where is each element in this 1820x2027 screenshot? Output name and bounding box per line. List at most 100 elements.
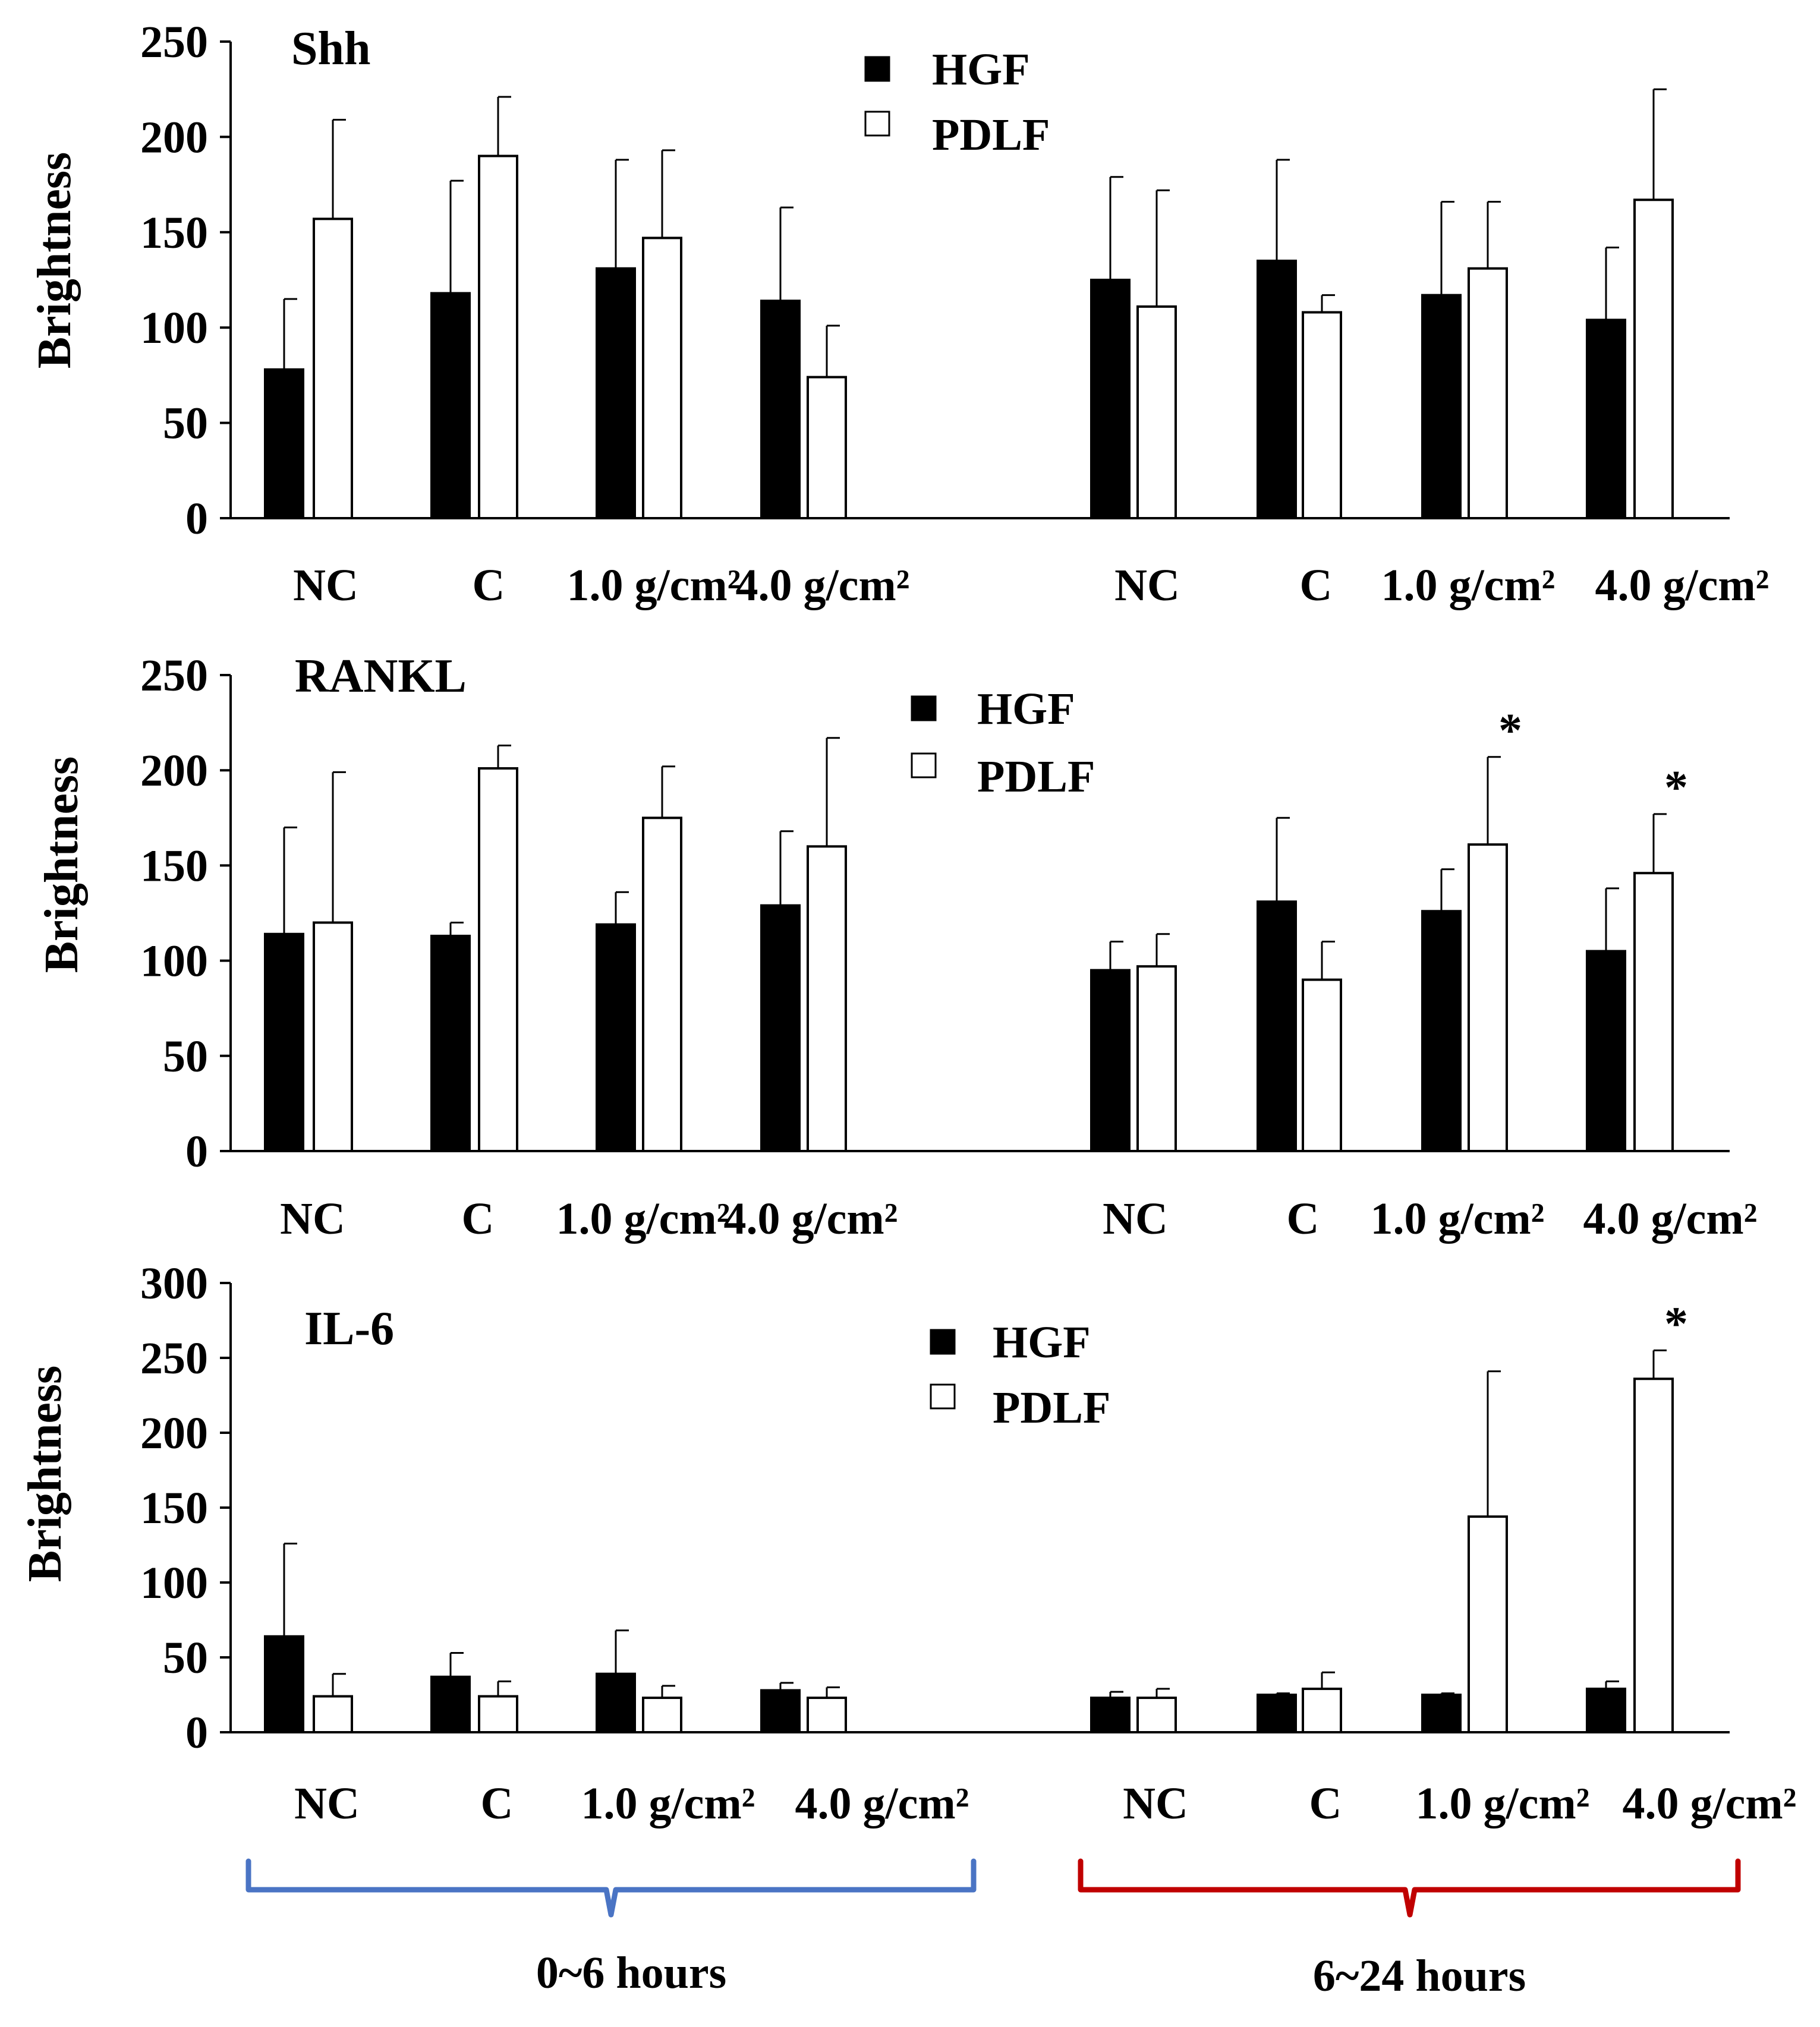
category-label: NC	[293, 560, 358, 610]
legend-label-pdlf: PDLF	[977, 752, 1095, 802]
time-group-late: 6~24 hours	[1078, 1858, 1741, 2001]
bar-pdlf	[478, 1695, 518, 1734]
category-label: 1.0 g/cm²	[1381, 560, 1555, 610]
y-tick-label: 150	[140, 208, 208, 258]
bar-hgf	[596, 923, 636, 1152]
category-label: 1.0 g/cm²	[1371, 1194, 1545, 1244]
y-tick-label: 100	[140, 937, 208, 986]
y-tick-label: 0	[185, 1708, 208, 1758]
category-label: 4.0 g/cm²	[1595, 560, 1769, 610]
y-tick-label: 200	[140, 746, 208, 796]
category-label: 4.0 g/cm²	[736, 560, 910, 610]
legend-swatch-pdlf	[864, 111, 890, 137]
y-tick-label: 250	[140, 1334, 208, 1383]
bar-hgf	[264, 932, 304, 1153]
bar-hgf	[1421, 910, 1462, 1153]
category-label: NC	[1123, 1779, 1188, 1829]
bar-hgf	[596, 267, 636, 519]
bar-hgf	[1090, 1697, 1131, 1734]
bar-hgf	[430, 1675, 471, 1734]
time-group-late-label: 6~24 hours	[1313, 1951, 1526, 2001]
category-label: 1.0 g/cm²	[556, 1194, 730, 1244]
category-label: C	[1287, 1194, 1320, 1244]
bar-hgf	[264, 1635, 304, 1733]
bracket-early	[245, 1858, 977, 1918]
legend-swatch-pdlf	[911, 752, 937, 778]
y-tick-label: 200	[140, 1408, 208, 1458]
legend-swatch-hgf	[864, 56, 890, 82]
bar-pdlf	[478, 767, 518, 1152]
bar-pdlf	[1633, 872, 1674, 1152]
category-label: NC	[294, 1779, 360, 1829]
panel-title: Shh	[291, 23, 370, 75]
y-tick-label: 150	[140, 841, 208, 891]
category-label: NC	[1103, 1194, 1168, 1244]
bar-pdlf	[1136, 965, 1177, 1153]
bar-pdlf	[478, 155, 518, 520]
bar-pdlf	[807, 376, 847, 519]
bar-hgf	[1090, 279, 1131, 519]
y-tick-label: 100	[140, 303, 208, 353]
legend-label-hgf: HGF	[993, 1317, 1091, 1367]
category-label: NC	[280, 1194, 345, 1244]
chart-panel-3: 0 50 100 150 200 250 300 Brightness * NC C 1.0 g/cm…	[19, 1259, 1796, 1829]
bar-pdlf	[642, 237, 682, 519]
time-group-early: 0~6 hours	[245, 1858, 977, 1998]
y-axis-label: Brightness	[36, 756, 88, 973]
bar-hgf	[1421, 1694, 1462, 1733]
y-tick-label: 250	[140, 17, 208, 67]
legend-swatch-hgf	[930, 1329, 956, 1355]
category-label: 4.0 g/cm²	[795, 1779, 969, 1829]
bar-pdlf	[1468, 843, 1508, 1152]
category-label: C	[473, 560, 505, 610]
bar-pdlf	[642, 1697, 682, 1734]
bar-hgf	[760, 1689, 801, 1733]
bar-hgf	[430, 292, 471, 519]
category-label: 1.0 g/cm²	[1416, 1779, 1590, 1829]
y-tick-label: 300	[140, 1259, 208, 1309]
bar-hgf	[760, 904, 801, 1152]
bar-hgf	[1586, 319, 1626, 519]
bar-pdlf	[1633, 1377, 1674, 1733]
bar-hgf	[1586, 1687, 1626, 1733]
panel-title: RANKL	[295, 650, 467, 702]
bar-pdlf	[807, 845, 847, 1152]
bar-hgf	[264, 368, 304, 519]
legend-label-pdlf: PDLF	[993, 1383, 1110, 1433]
bar-hgf	[1257, 259, 1297, 519]
bar-hgf	[596, 1672, 636, 1733]
bar-pdlf	[1468, 1515, 1508, 1734]
category-label: 1.0 g/cm²	[581, 1779, 755, 1829]
bar-pdlf	[1302, 311, 1342, 519]
y-axis-label: Brightness	[19, 1366, 71, 1582]
legend-label-hgf: HGF	[932, 45, 1030, 94]
y-tick-label: 0	[185, 494, 208, 544]
bar-pdlf	[313, 1695, 353, 1734]
bar-hgf	[430, 934, 471, 1152]
y-tick-label: 50	[163, 399, 208, 449]
y-tick-label: 200	[140, 112, 208, 162]
legend-swatch-pdlf	[930, 1383, 956, 1410]
bar-pdlf	[807, 1697, 847, 1734]
significance-star: *	[1664, 1298, 1688, 1350]
category-label: 1.0 g/cm²	[567, 560, 741, 610]
category-label: 4.0 g/cm²	[724, 1194, 898, 1244]
y-tick-label: 0	[185, 1127, 208, 1177]
bar-hgf	[760, 300, 801, 519]
bar-pdlf	[313, 921, 353, 1153]
bracket-late	[1078, 1858, 1741, 1918]
category-label: C	[1300, 560, 1333, 610]
significance-star: *	[1498, 705, 1522, 757]
legend-swatch-hgf	[911, 695, 937, 721]
bar-pdlf	[1302, 978, 1342, 1152]
category-label: C	[481, 1779, 514, 1829]
bar-pdlf	[642, 817, 682, 1153]
y-tick-label: 150	[140, 1483, 208, 1533]
bar-hgf	[1586, 950, 1626, 1152]
legend-label-pdlf: PDLF	[932, 110, 1050, 160]
panel-title: IL-6	[304, 1303, 394, 1355]
